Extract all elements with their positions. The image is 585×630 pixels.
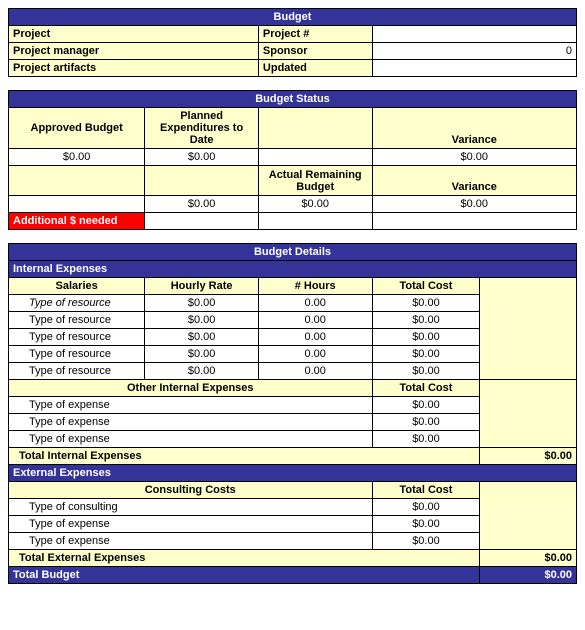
variance-label-2: Variance — [372, 166, 577, 196]
updated-label: Updated — [258, 60, 372, 77]
additional-blank1 — [145, 213, 259, 230]
resource-hours[interactable]: 0.00 — [258, 312, 372, 329]
total-internal-label: Total Internal Expenses — [9, 448, 480, 465]
sponsor-value[interactable]: 0 — [372, 43, 577, 60]
hours-label: # Hours — [258, 278, 372, 295]
expense-cost: $0.00 — [372, 414, 480, 431]
total-internal-value: $0.00 — [480, 448, 577, 465]
pm-label: Project manager — [9, 43, 259, 60]
approved-value[interactable]: $0.00 — [9, 149, 145, 166]
actual-value[interactable]: $0.00 — [145, 196, 259, 213]
resource-rate[interactable]: $0.00 — [145, 346, 259, 363]
total-external-label: Total External Expenses — [9, 550, 480, 567]
budget-status-title: Budget Status — [9, 91, 577, 108]
resource-hours[interactable]: 0.00 — [258, 295, 372, 312]
resource-name[interactable]: Type of resource — [9, 312, 145, 329]
total-cost-label-1: Total Cost — [372, 278, 480, 295]
budget-details-title: Budget Details — [9, 244, 577, 261]
resource-cost: $0.00 — [372, 312, 480, 329]
consulting-cost: $0.00 — [372, 533, 480, 550]
resource-rate[interactable]: $0.00 — [145, 329, 259, 346]
resource-cost: $0.00 — [372, 295, 480, 312]
status-blank5 — [9, 196, 145, 213]
resource-cost: $0.00 — [372, 329, 480, 346]
additional-blank2 — [258, 213, 372, 230]
internal-expenses-label: Internal Expenses — [9, 261, 577, 278]
planned-value[interactable]: $0.00 — [145, 149, 259, 166]
consulting-cost: $0.00 — [372, 499, 480, 516]
other-side-blank — [480, 380, 577, 448]
variance1-value: $0.00 — [372, 149, 577, 166]
variance2-value: $0.00 — [372, 196, 577, 213]
additional-needed-label: Additional $ needed — [9, 213, 145, 230]
resource-hours[interactable]: 0.00 — [258, 329, 372, 346]
remaining-value: $0.00 — [258, 196, 372, 213]
additional-blank3 — [372, 213, 577, 230]
total-budget-label: Total Budget — [9, 567, 480, 584]
expense-name[interactable]: Type of expense — [9, 431, 373, 448]
expense-name[interactable]: Type of expense — [9, 397, 373, 414]
sponsor-label: Sponsor — [258, 43, 372, 60]
artifacts-label: Project artifacts — [9, 60, 259, 77]
hourly-rate-label: Hourly Rate — [145, 278, 259, 295]
status-blank1 — [258, 108, 372, 149]
approved-label: Approved Budget — [9, 108, 145, 149]
total-cost-label-2: Total Cost — [372, 380, 480, 397]
resource-rate[interactable]: $0.00 — [145, 363, 259, 380]
budget-table: Budget Project Project # Project manager… — [8, 8, 577, 584]
total-external-value: $0.00 — [480, 550, 577, 567]
expense-cost: $0.00 — [372, 431, 480, 448]
resource-name[interactable]: Type of resource — [9, 295, 145, 312]
salaries-label: Salaries — [9, 278, 145, 295]
resource-rate[interactable]: $0.00 — [145, 295, 259, 312]
consulting-label: Consulting Costs — [9, 482, 373, 499]
resource-hours[interactable]: 0.00 — [258, 346, 372, 363]
consulting-cost: $0.00 — [372, 516, 480, 533]
salary-side-blank — [480, 278, 577, 380]
total-cost-label-3: Total Cost — [372, 482, 480, 499]
actual-remaining-label: Actual Remaining Budget — [258, 166, 372, 196]
resource-rate[interactable]: $0.00 — [145, 312, 259, 329]
variance-label-1: Variance — [372, 108, 577, 149]
updated-value[interactable] — [372, 60, 577, 77]
resource-hours[interactable]: 0.00 — [258, 363, 372, 380]
resource-name[interactable]: Type of resource — [9, 329, 145, 346]
expense-name[interactable]: Type of expense — [9, 414, 373, 431]
resource-cost: $0.00 — [372, 363, 480, 380]
resource-name[interactable]: Type of resource — [9, 346, 145, 363]
resource-cost: $0.00 — [372, 346, 480, 363]
consulting-side-blank — [480, 482, 577, 550]
consulting-name[interactable]: Type of consulting — [9, 499, 373, 516]
project-num-value[interactable] — [372, 26, 577, 43]
planned-label: Planned Expenditures to Date — [145, 108, 259, 149]
consulting-name[interactable]: Type of expense — [9, 516, 373, 533]
expense-cost: $0.00 — [372, 397, 480, 414]
consulting-name[interactable]: Type of expense — [9, 533, 373, 550]
budget-title: Budget — [9, 9, 577, 26]
project-num-label: Project # — [258, 26, 372, 43]
external-expenses-label: External Expenses — [9, 465, 577, 482]
status-blank2 — [258, 149, 372, 166]
total-budget-value: $0.00 — [480, 567, 577, 584]
resource-name[interactable]: Type of resource — [9, 363, 145, 380]
status-blank4 — [145, 166, 259, 196]
other-internal-label: Other Internal Expenses — [9, 380, 373, 397]
status-blank3 — [9, 166, 145, 196]
project-label: Project — [9, 26, 259, 43]
